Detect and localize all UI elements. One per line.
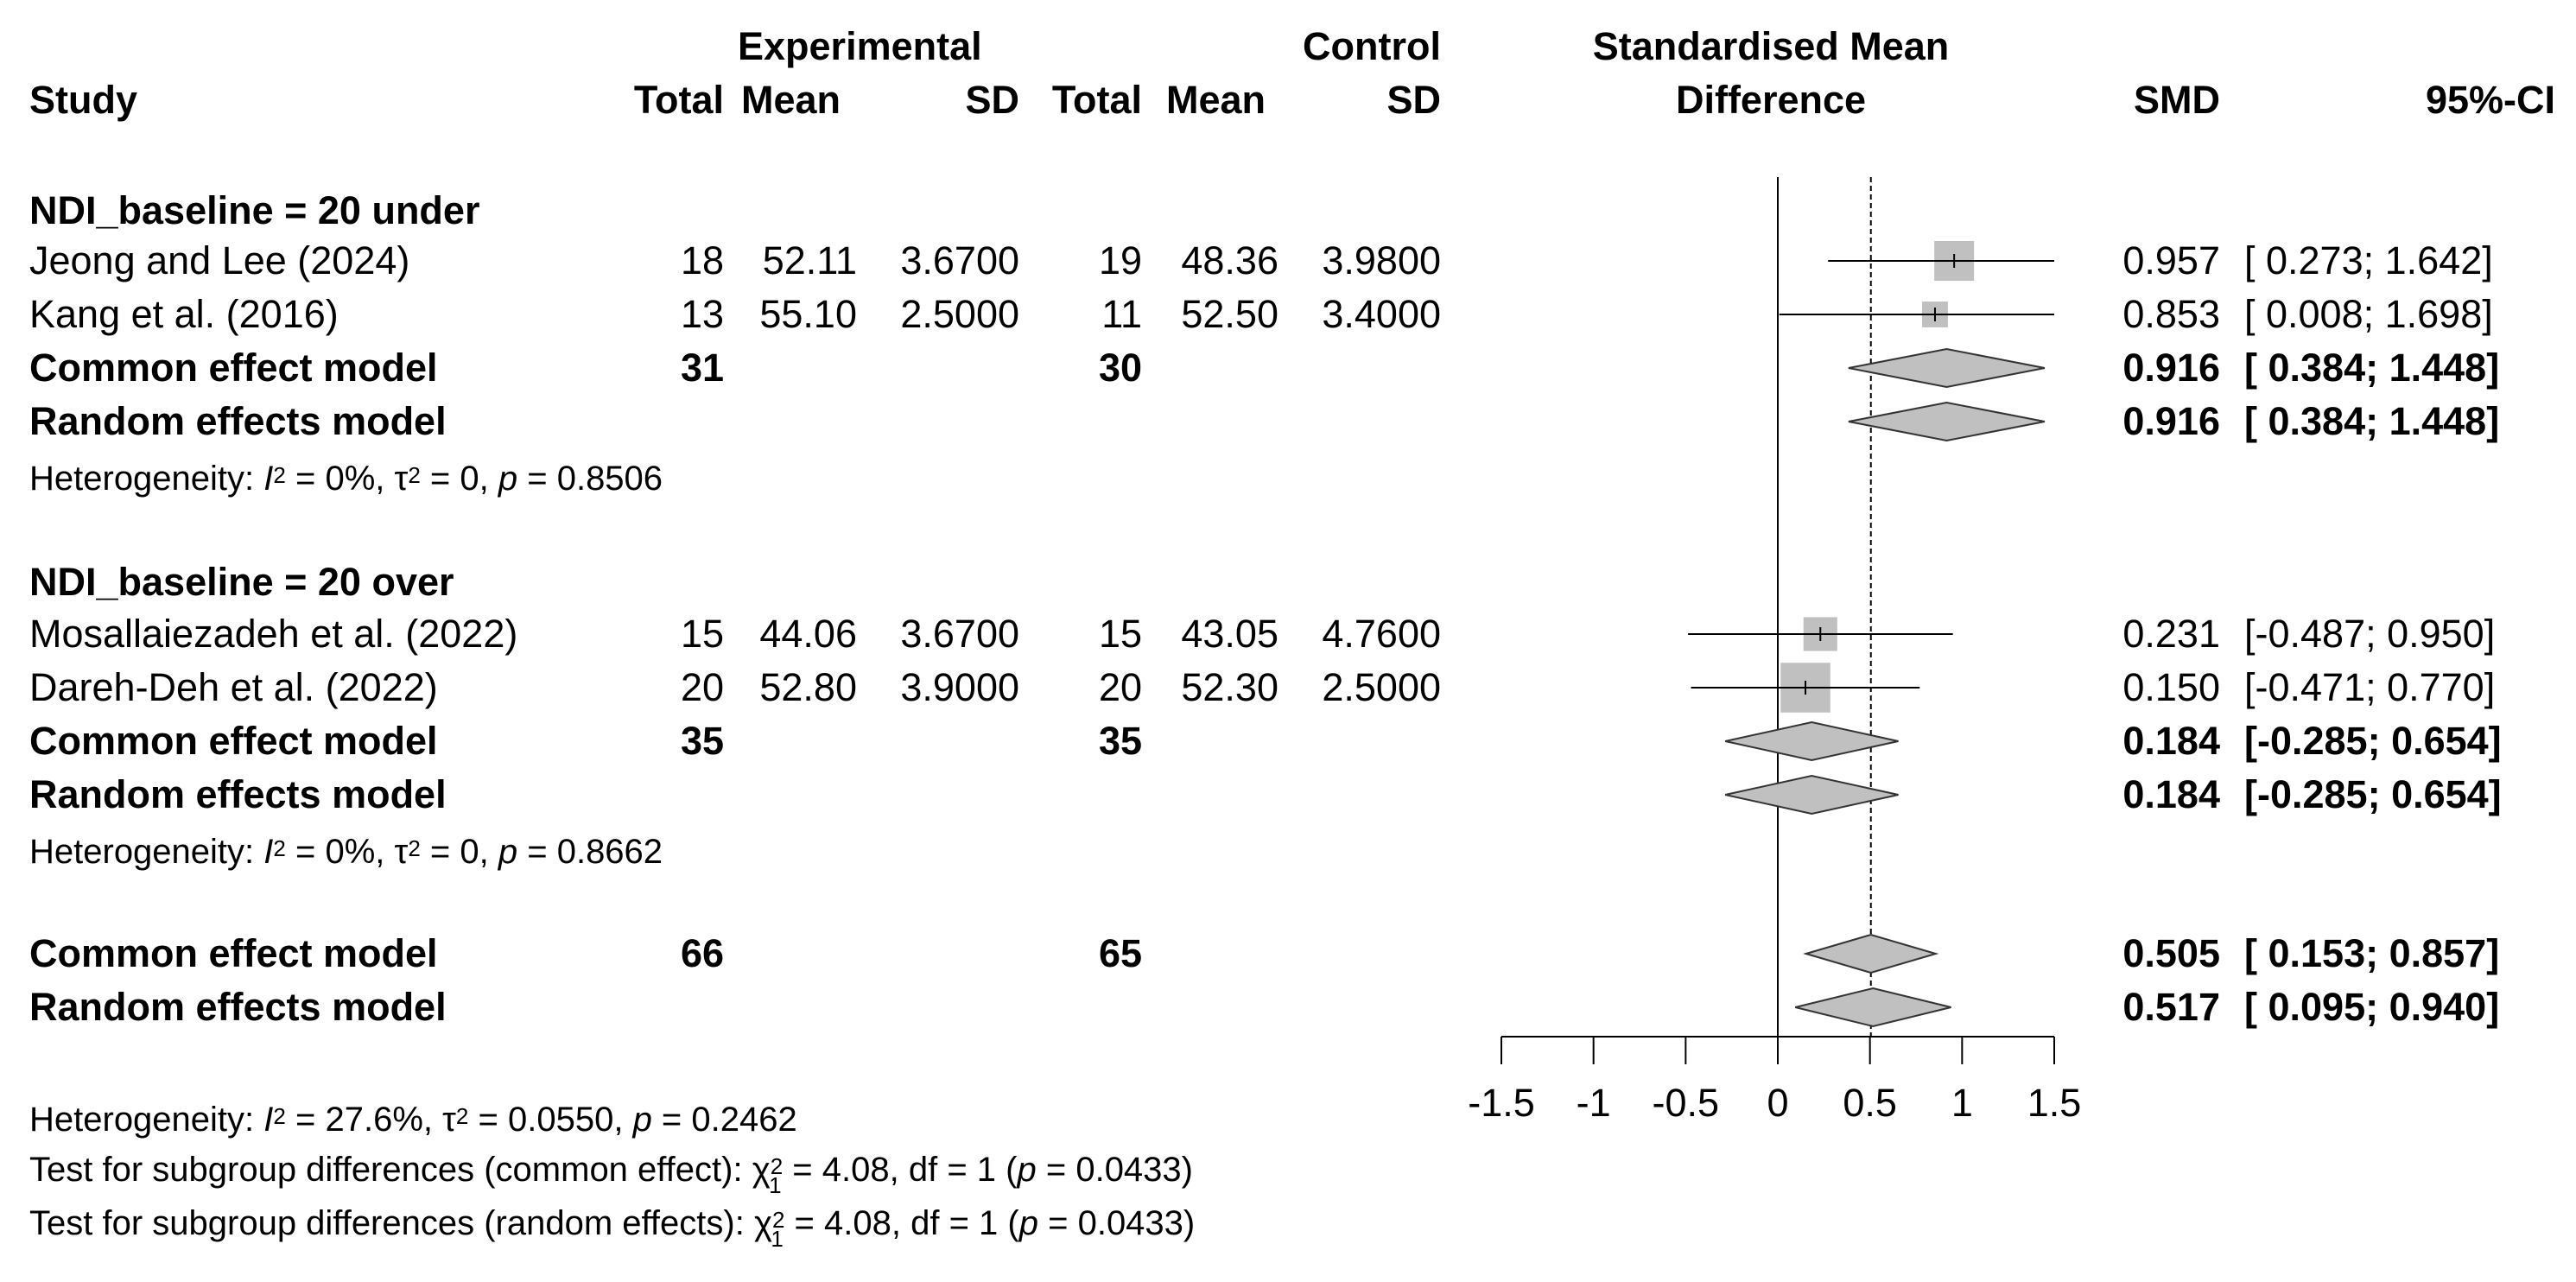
ctrl-sd: 3.9800 [1322,238,1441,282]
x-tick-label: -1 [1577,1081,1611,1125]
x-tick-label: 1.5 [2027,1081,2082,1125]
ci-col-header: 95%-CI [2425,78,2555,122]
ctrl-total: 35 [1098,719,1142,763]
ci-value: [-0.487; 0.950] [2244,612,2496,656]
exp-mean: 52.80 [759,665,857,709]
ctrl-sd: 2.5000 [1322,665,1441,709]
smd-value: 0.853 [2122,292,2220,336]
exp-sd: 3.6700 [900,238,1019,282]
ctrl-total: 19 [1098,238,1142,282]
model-label: Random effects model [29,772,447,816]
exp-total: 18 [680,238,724,282]
heterogeneity-overall: Heterogeneity: I2 = 27.6%, τ2 = 0.0550, … [29,1101,797,1139]
x-tick-label: 0.5 [1843,1081,1897,1125]
model-label: Common effect model [29,719,438,763]
ctrl-total: 15 [1098,612,1142,656]
ctrl-mean: 52.30 [1181,665,1278,709]
control-header: Control [1303,24,1441,68]
ctrl-sd: 3.4000 [1322,292,1441,336]
heterogeneity-subgroup1: Heterogeneity: I2 = 0%, τ2 = 0, p = 0.85… [29,460,663,498]
smd-header-line2: Difference [1675,78,1867,122]
pooled-diamond [1848,401,2046,442]
subgroup-test-common: Test for subgroup differences (common ef… [29,1151,1193,1198]
ci-value: [-0.285; 0.654] [2244,719,2502,763]
pooled-diamond [1795,987,1951,1028]
x-tick-label: -1.5 [1468,1081,1535,1125]
ctrl-total: 30 [1098,346,1142,390]
smd-value: 0.184 [2122,772,2220,816]
exp-total: 35 [680,719,724,763]
smd-value: 0.184 [2122,719,2220,763]
exp-total: 13 [680,292,724,336]
model-label: Random effects model [29,985,447,1029]
experimental-header: Experimental [738,24,982,68]
study-name: Mosallaiezadeh et al. (2022) [29,612,518,656]
exp-mean: 44.06 [759,612,857,656]
study-name: Kang et al. (2016) [29,292,339,336]
smd-header-line1: Standardised Mean [1592,24,1950,68]
exp-sd: 3.6700 [900,612,1019,656]
exp-total: 15 [680,612,724,656]
study-name: Jeong and Lee (2024) [29,238,410,282]
exp-total: 20 [680,665,724,709]
smd-value: 0.150 [2122,665,2220,709]
x-tick-label: 0 [1767,1081,1788,1125]
smd-value: 0.957 [2122,238,2220,282]
ctrl-sd-header: SD [1386,78,1441,122]
study-name: Dareh-Deh et al. (2022) [29,665,438,709]
ctrl-total: 65 [1098,931,1142,975]
smd-value: 0.505 [2122,931,2220,975]
pooled-diamond [1724,774,1899,816]
ci-value: [-0.285; 0.654] [2244,772,2502,816]
ctrl-total-header: Total [1051,78,1142,122]
ci-value: [ 0.384; 1.448] [2244,399,2500,443]
exp-sd-header: SD [965,78,1019,122]
exp-total: 66 [680,931,724,975]
ci-value: [ 0.384; 1.448] [2244,346,2500,390]
pooled-diamond [1803,933,1939,974]
smd-value: 0.916 [2122,346,2220,390]
smd-value: 0.517 [2122,985,2220,1029]
exp-total: 31 [680,346,724,390]
model-label: Random effects model [29,399,447,443]
exp-mean: 52.11 [762,238,857,282]
x-tick-label: 1 [1951,1081,1973,1125]
ctrl-total: 11 [1101,292,1142,336]
ci-value: [ 0.008; 1.698] [2244,292,2493,336]
subgroup2-title: NDI_baseline = 20 over [29,560,454,604]
study-header: Study [29,78,138,122]
exp-mean: 55.10 [759,292,857,336]
pooled-diamond [1724,720,1899,762]
ci-value: [ 0.273; 1.642] [2244,238,2493,282]
ctrl-mean: 52.50 [1181,292,1278,336]
ctrl-total: 20 [1098,665,1142,709]
exp-sd: 2.5000 [900,292,1019,336]
smd-value: 0.916 [2122,399,2220,443]
exp-sd: 3.9000 [900,665,1019,709]
ci-value: [ 0.095; 0.940] [2244,985,2500,1029]
subgroup1-title: NDI_baseline = 20 under [29,188,480,232]
smd-value: 0.231 [2122,612,2220,656]
ci-value: [-0.471; 0.770] [2244,665,2496,709]
exp-mean-header: Mean [741,78,841,122]
ci-value: [ 0.153; 0.857] [2244,931,2500,975]
ctrl-mean: 48.36 [1181,238,1278,282]
smd-col-header: SMD [2134,78,2220,122]
pooled-diamond [1848,347,2046,389]
model-label: Common effect model [29,346,438,390]
heterogeneity-subgroup2: Heterogeneity: I2 = 0%, τ2 = 0, p = 0.86… [29,833,663,871]
x-tick-label: -0.5 [1653,1081,1720,1125]
exp-total-header: Total [633,78,724,122]
ctrl-mean-header: Mean [1166,78,1266,122]
subgroup-test-random: Test for subgroup differences (random ef… [29,1204,1196,1252]
model-label: Common effect model [29,931,438,975]
ctrl-sd: 4.7600 [1322,612,1441,656]
ctrl-mean: 43.05 [1181,612,1278,656]
